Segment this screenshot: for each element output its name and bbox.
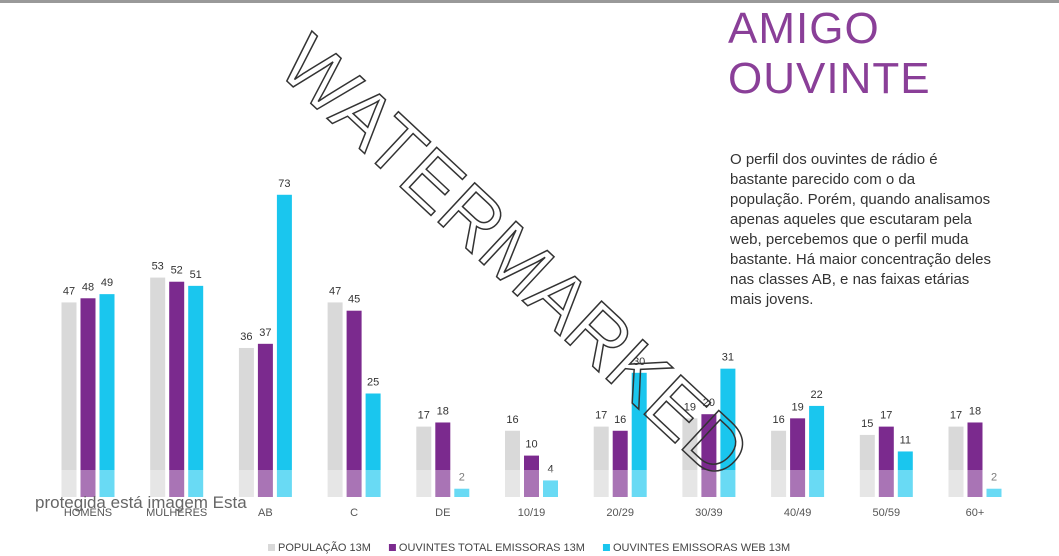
- x-tick-label: AB: [258, 507, 273, 519]
- value-label: 19: [791, 401, 803, 413]
- bar: [593, 426, 609, 497]
- description-line: mais jovens.: [730, 291, 814, 308]
- bar: [771, 430, 787, 497]
- x-tick-label: HOMENS: [64, 507, 112, 519]
- bar: [701, 414, 717, 497]
- value-label: 4: [547, 463, 553, 475]
- x-tick-label: MULHERES: [146, 507, 207, 519]
- value-label: 2: [459, 472, 465, 484]
- legend-label: OUVINTES TOTAL EMISSORAS 13M: [399, 542, 585, 554]
- value-label: 17: [595, 410, 607, 422]
- value-label: 25: [367, 377, 379, 389]
- legend-label: OUVINTES EMISSORAS WEB 13M: [613, 542, 790, 554]
- bar: [276, 194, 292, 497]
- value-label: 15: [861, 418, 873, 430]
- legend-label: POPULAÇÃO 13M: [278, 541, 371, 554]
- legend-swatch: [268, 544, 275, 551]
- value-label: 16: [506, 414, 518, 426]
- value-label: 16: [772, 414, 784, 426]
- value-label: 53: [152, 261, 164, 273]
- value-label: 45: [348, 294, 360, 306]
- bar: [257, 343, 273, 497]
- bar: [150, 277, 166, 497]
- bar: [188, 285, 204, 497]
- value-label: 52: [171, 265, 183, 277]
- x-tick-label: 50/59: [873, 507, 901, 519]
- description: O perfil dos ouvintes de rádio é bastante…: [730, 150, 1030, 310]
- description-line: bastante parecido com o da: [730, 171, 916, 188]
- x-tick-label: 10/19: [518, 507, 546, 519]
- description-line: apenas aqueles que escutaram pela: [730, 211, 972, 228]
- title-line: AMIGO: [728, 4, 880, 53]
- value-label: 18: [969, 405, 981, 417]
- bar: [809, 405, 825, 497]
- value-label: 49: [101, 277, 113, 289]
- bar: [612, 430, 628, 497]
- bar: [524, 455, 539, 497]
- legend-swatch: [388, 544, 396, 551]
- value-label: 16: [614, 414, 626, 426]
- value-label: 47: [63, 285, 75, 297]
- bar: [99, 294, 115, 497]
- bar: [435, 422, 451, 497]
- bar: [859, 434, 875, 497]
- description-line: O perfil dos ouvintes de rádio é: [730, 151, 938, 168]
- value-label: 10: [525, 439, 537, 451]
- value-label: 11: [900, 434, 911, 446]
- bar: [169, 281, 185, 497]
- x-tick-label: C: [350, 507, 358, 519]
- bar-fade: [30, 470, 1030, 497]
- bar: [346, 310, 362, 497]
- value-label: 31: [722, 352, 734, 364]
- bar: [416, 426, 432, 497]
- value-label: 2: [991, 472, 997, 484]
- title-line: OUVINTE: [728, 54, 931, 103]
- caption: protegida está imagem Esta: [35, 493, 247, 512]
- value-label: 47: [329, 285, 341, 297]
- description-line: população. Porém, quando analisamos: [730, 191, 991, 208]
- bar: [878, 426, 894, 497]
- description-line: web, percebemos que o perfil muda: [730, 231, 969, 248]
- value-label: 20: [703, 397, 715, 409]
- value-label: 19: [684, 401, 696, 413]
- value-label: 17: [418, 410, 430, 422]
- bar: [790, 418, 806, 497]
- bar: [238, 347, 254, 497]
- x-tick-label: 20/29: [606, 507, 634, 519]
- bar: [986, 488, 1002, 497]
- value-label: 18: [437, 405, 449, 417]
- bar: [543, 480, 558, 497]
- value-label: 48: [82, 281, 94, 293]
- bar: [682, 418, 698, 497]
- legend-swatch: [602, 544, 610, 551]
- description-line: bastante. Há maior concentração deles: [730, 251, 991, 268]
- value-label: 17: [880, 410, 892, 422]
- value-label: 30: [633, 356, 645, 368]
- x-tick-label: 30/39: [695, 507, 723, 519]
- bar: [720, 368, 736, 497]
- bar: [631, 372, 647, 497]
- bar: [80, 298, 96, 497]
- value-label: 51: [190, 269, 202, 281]
- bar: [897, 451, 913, 497]
- value-label: 22: [810, 389, 822, 401]
- x-tick-label: 60+: [966, 507, 985, 519]
- bar: [967, 422, 983, 497]
- value-label: 17: [950, 410, 962, 422]
- bar: [505, 430, 520, 497]
- bar: [454, 488, 470, 497]
- x-tick-label: DE: [435, 507, 450, 519]
- description-line: nas classes AB, e nas faixas etárias: [730, 271, 970, 288]
- bar: [948, 426, 964, 497]
- bar: [365, 393, 381, 497]
- bar: [327, 302, 343, 497]
- x-tick-label: 40/49: [784, 507, 812, 519]
- bar: [61, 302, 77, 497]
- value-label: 73: [278, 178, 290, 190]
- value-label: 36: [240, 331, 252, 343]
- value-label: 37: [259, 327, 271, 339]
- title: AMIGO OUVINTE: [728, 4, 931, 104]
